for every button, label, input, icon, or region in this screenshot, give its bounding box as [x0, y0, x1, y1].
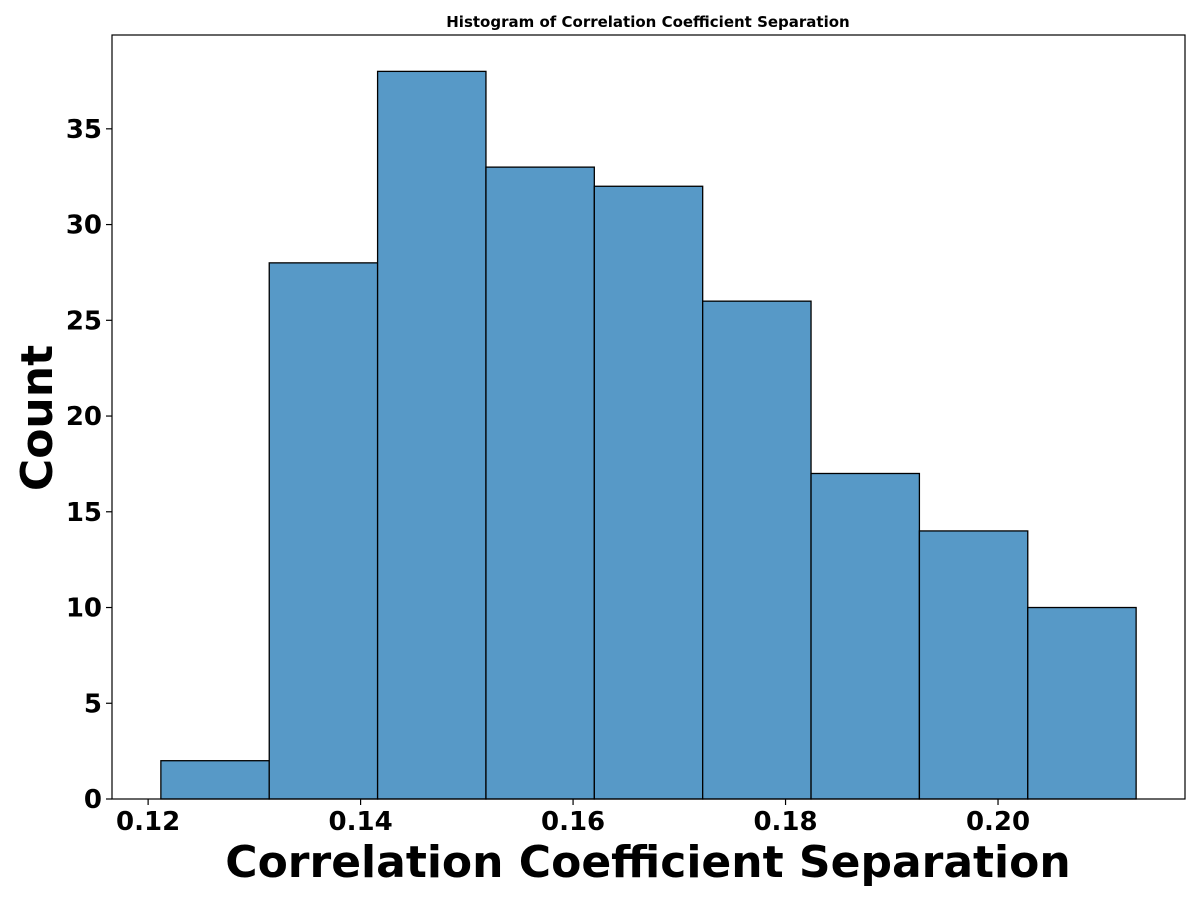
- histogram-bar-3: [485, 166, 595, 800]
- plot-area-frame: [111, 34, 1186, 800]
- histogram-bar-4: [593, 185, 704, 800]
- histogram-bar-0: [160, 760, 270, 800]
- x-tick-label: 0.18: [753, 807, 817, 837]
- y-tick-label: 5: [84, 689, 102, 719]
- histogram-bar-5: [702, 300, 812, 800]
- x-tick-label: 0.20: [966, 807, 1030, 837]
- x-tick-label: 0.14: [329, 807, 393, 837]
- y-tick-label: 20: [66, 402, 102, 432]
- x-axis-ticks: 0.12 0.14 0.16 0.18 0.20: [116, 799, 1030, 837]
- y-axis-ticks: 0 5 10 15 20 25 30 35: [66, 115, 112, 815]
- histogram-bar-8: [1027, 606, 1137, 800]
- y-tick-label: 10: [66, 594, 102, 624]
- y-tick-label: 25: [66, 306, 102, 336]
- y-tick-label: 15: [66, 498, 102, 528]
- histogram-bar-7: [918, 530, 1029, 800]
- x-tick-label: 0.12: [116, 807, 180, 837]
- histogram-bar-6: [810, 472, 921, 800]
- x-axis-label: Correlation Coefficient Separation: [225, 837, 1070, 888]
- y-axis-label: Count: [12, 345, 63, 491]
- y-tick-label: 0: [84, 785, 102, 815]
- histogram-bar-2: [376, 70, 487, 800]
- x-tick-label: 0.16: [541, 807, 605, 837]
- bars-group: [160, 70, 1137, 800]
- chart-title: Histogram of Correlation Coefficient Sep…: [446, 13, 849, 31]
- y-tick-label: 30: [66, 211, 102, 241]
- y-tick-label: 35: [66, 115, 102, 145]
- histogram-bar-1: [268, 262, 379, 800]
